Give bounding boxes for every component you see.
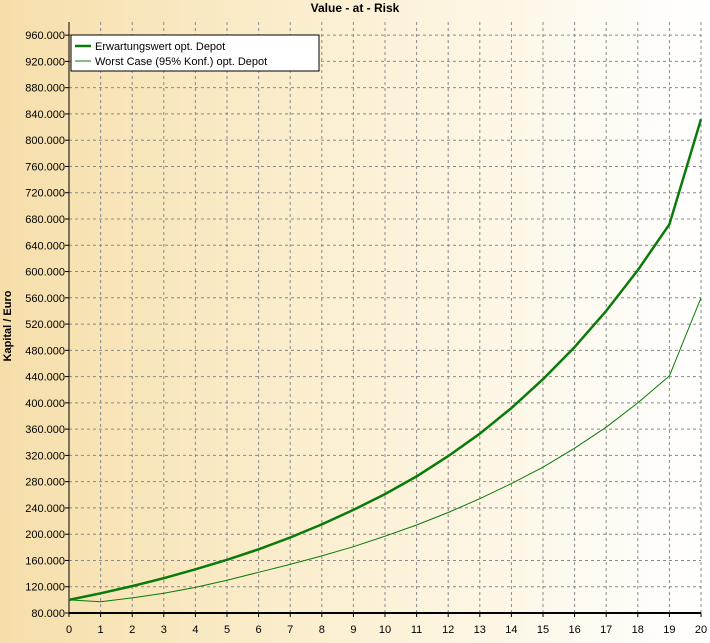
y-tick-label: 640.000	[25, 240, 65, 252]
x-tick-label: 15	[537, 624, 549, 636]
x-tick-label: 8	[319, 624, 325, 636]
x-tick-label: 13	[474, 624, 486, 636]
y-tick-label: 480.000	[25, 345, 65, 357]
x-tick-label: 11	[411, 624, 422, 636]
y-tick-label: 80.000	[31, 608, 65, 620]
y-tick-label: 320.000	[25, 450, 65, 462]
x-tick-label: 5	[224, 624, 230, 636]
y-axis-label: Kapital / Euro	[2, 290, 14, 361]
x-tick-label: 17	[600, 624, 612, 636]
y-tick-label: 960.000	[25, 30, 65, 42]
y-tick-label: 520.000	[25, 319, 65, 331]
y-tick-label: 560.000	[25, 293, 65, 305]
x-tick-label: 2	[129, 624, 135, 636]
y-tick-label: 120.000	[25, 582, 65, 594]
y-tick-label: 200.000	[25, 529, 65, 541]
y-tick-label: 160.000	[25, 555, 65, 567]
x-tick-label: 16	[568, 624, 580, 636]
y-tick-label: 840.000	[25, 109, 65, 121]
y-tick-label: 400.000	[25, 398, 65, 410]
x-tick-label: 12	[442, 624, 454, 636]
y-tick-label: 280.000	[25, 477, 65, 489]
y-tick-label: 360.000	[25, 424, 65, 436]
x-tick-label: 10	[379, 624, 391, 636]
x-tick-label: 0	[66, 624, 72, 636]
x-tick-label: 3	[161, 624, 167, 636]
y-tick-label: 720.000	[25, 188, 65, 200]
legend-box	[70, 34, 320, 72]
x-tick-label: 20	[695, 624, 707, 636]
x-tick-label: 19	[663, 624, 675, 636]
x-tick-label: 4	[192, 624, 198, 636]
y-tick-label: 920.000	[25, 56, 65, 68]
y-tick-label: 880.000	[25, 83, 65, 95]
x-tick-label: 1	[98, 624, 104, 636]
x-tick-label: 9	[350, 624, 356, 636]
chart-title: Value - at - Risk	[311, 1, 400, 15]
y-tick-label: 240.000	[25, 503, 65, 515]
x-tick-label: 6	[256, 624, 262, 636]
legend-label: Erwartungswert opt. Depot	[95, 41, 225, 53]
y-tick-label: 600.000	[25, 267, 65, 279]
plot-area: 80.000 120.000 160.000 200.000 240.000 280.00…	[25, 22, 707, 636]
y-tick-label: 800.000	[25, 135, 65, 147]
y-tick-label: 760.000	[25, 161, 65, 173]
y-tick-label: 440.000	[25, 372, 65, 384]
legend-label: Worst Case (95% Konf.) opt. Depot	[95, 56, 267, 68]
legend: Erwartungswert opt. Depot Worst Case (95%…	[70, 34, 320, 72]
x-tick-label: 7	[287, 624, 293, 636]
series-line-2	[68, 297, 702, 603]
y-tick-label: 680.000	[25, 214, 65, 226]
x-tick-label: 18	[632, 624, 644, 636]
series-line-1	[68, 118, 703, 602]
x-tick-label: 14	[505, 624, 517, 636]
